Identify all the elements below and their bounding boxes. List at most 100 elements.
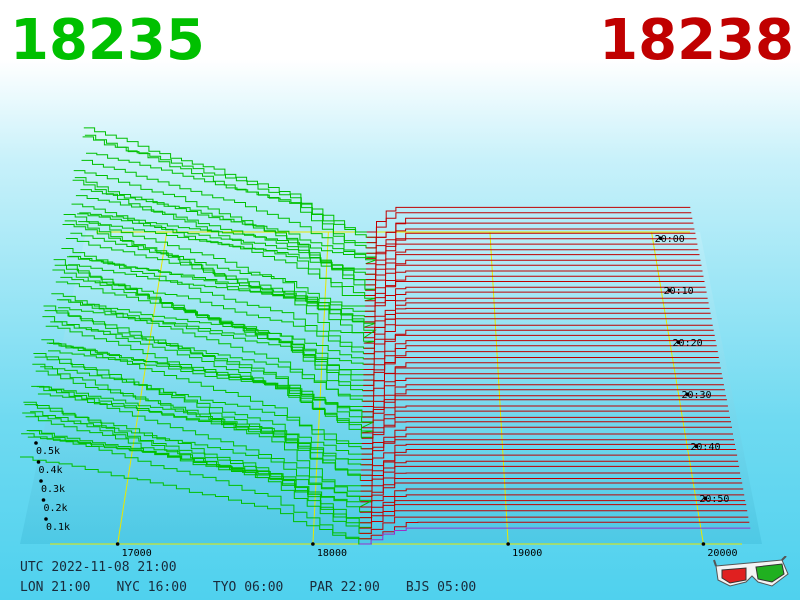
bid-depth-curve: [64, 220, 376, 333]
ask-depth-curve: [360, 465, 740, 487]
time-tick-label: 20:40: [690, 442, 720, 453]
ask-depth-curve: [362, 389, 725, 413]
bid-depth-curve: [51, 293, 375, 397]
ask-price: 18238: [599, 8, 794, 73]
ask-depth-curve: [362, 384, 724, 407]
ask-depth-curve: [364, 286, 706, 312]
bid-depth-curve: [86, 152, 378, 233]
ask-depth-curve: [366, 222, 694, 249]
ask-depth-curve: [359, 521, 750, 540]
bid-depth-curve: [61, 248, 376, 349]
ask-depth-curve: [364, 291, 707, 318]
bid-depth-curve: [33, 353, 373, 481]
bid-depth-curve: [21, 433, 372, 540]
bid-depth-curve: [79, 212, 377, 265]
depth-curves: [20, 127, 751, 545]
ask-depth-curve: [365, 281, 705, 307]
volume-tick-mark: [44, 517, 48, 521]
time-tick-mark: [694, 444, 699, 449]
ask-depth-curve: [361, 443, 735, 466]
time-tick-label: 20:30: [681, 390, 711, 401]
floor-panel: [20, 232, 762, 544]
ask-depth-curve: [364, 297, 708, 323]
bid-depth-curve: [75, 195, 377, 281]
ask-depth-curve: [361, 421, 731, 444]
bid-depth-curve: [50, 321, 375, 402]
time-tick-mark: [676, 340, 681, 345]
ask-depth-curve: [363, 345, 717, 370]
clock-lon: LON 21:00: [20, 580, 91, 595]
bid-depth-curve: [78, 221, 377, 270]
ask-depth-curve: [366, 212, 692, 238]
time-tick-label: 20:50: [699, 494, 729, 505]
ask-depth-curve: [365, 275, 704, 302]
bid-depth-curve: [67, 256, 376, 323]
utc-datetime: 2022-11-08 21:00: [51, 560, 177, 575]
ask-depth-curve: [366, 232, 696, 259]
bid-depth-curve: [27, 436, 373, 508]
ask-depth-curve: [359, 527, 751, 545]
clock-par: PAR 22:00: [309, 580, 380, 595]
ask-depth-curve: [363, 340, 716, 365]
ask-depth-curve: [366, 228, 695, 254]
chart-floor: [20, 232, 762, 544]
ask-depth-curve: [363, 351, 718, 376]
ask-depth-curve: [363, 334, 715, 360]
3d-glasses-icon[interactable]: [712, 556, 792, 590]
volume-tick-label: 0.4k: [39, 465, 63, 476]
time-tick-label: 20:10: [664, 286, 694, 297]
volume-tick-label: 0.2k: [44, 503, 68, 514]
volume-tick-mark: [34, 441, 38, 445]
ask-depth-curve: [365, 259, 701, 286]
price-gridline: [489, 231, 509, 545]
time-tick-label: 20:00: [655, 234, 685, 245]
bid-depth-curve: [71, 203, 377, 302]
ask-depth-curve: [366, 238, 697, 265]
bid-depth-curve: [36, 386, 374, 466]
ask-depth-curve: [365, 249, 699, 275]
price-tick-label: 17000: [122, 548, 152, 559]
ask-depth-curve: [361, 449, 737, 471]
ask-depth-curve: [364, 312, 711, 339]
ask-depth-curve: [366, 206, 691, 233]
time-tick-mark: [658, 236, 663, 241]
volume-tick-label: 0.5k: [36, 446, 60, 457]
time-tick-mark: [703, 496, 708, 501]
price-gridline: [651, 231, 704, 545]
price-tick-label: 20000: [707, 548, 737, 559]
bid-depth-curve: [28, 430, 373, 503]
ask-depth-curve: [365, 243, 698, 270]
bid-depth-curve: [20, 456, 372, 545]
price-tick-mark: [311, 542, 315, 546]
clock-tyo: TYO 06:00: [212, 580, 284, 595]
bid-depth-curve: [52, 269, 375, 392]
bid-depth-curve: [73, 170, 377, 291]
ask-depth-curve: [361, 439, 734, 460]
bid-depth-curve: [83, 127, 377, 244]
bid-depth-curve: [81, 159, 377, 254]
volume-tick-label: 0.1k: [46, 522, 70, 533]
ask-depth-curve: [363, 357, 719, 381]
volume-tick-mark: [36, 460, 41, 464]
price-gridline: [117, 231, 168, 545]
ask-depth-curve: [360, 494, 745, 513]
ask-depth-curve: [361, 454, 738, 476]
bid-depth-curve: [70, 232, 376, 307]
bid-depth-curve: [63, 214, 377, 339]
price-tick-mark: [115, 542, 120, 546]
ask-depth-curve: [362, 405, 728, 429]
bid-depth-curve: [37, 393, 374, 460]
bid-depth-curve: [84, 134, 377, 238]
bid-depth-curve: [62, 224, 376, 344]
price-tick-mark: [506, 542, 510, 546]
ask-depth-curve: [360, 472, 741, 492]
bid-depth-curve: [74, 177, 377, 286]
bid-depth-curve: [82, 136, 377, 249]
bid-depth-curve: [25, 416, 373, 519]
ask-depth-curve: [363, 329, 714, 355]
bid-depth-curve: [42, 316, 374, 439]
ask-depth-curve: [360, 460, 739, 481]
bid-depth-curve: [72, 179, 376, 296]
ask-depth-curve: [361, 433, 733, 455]
